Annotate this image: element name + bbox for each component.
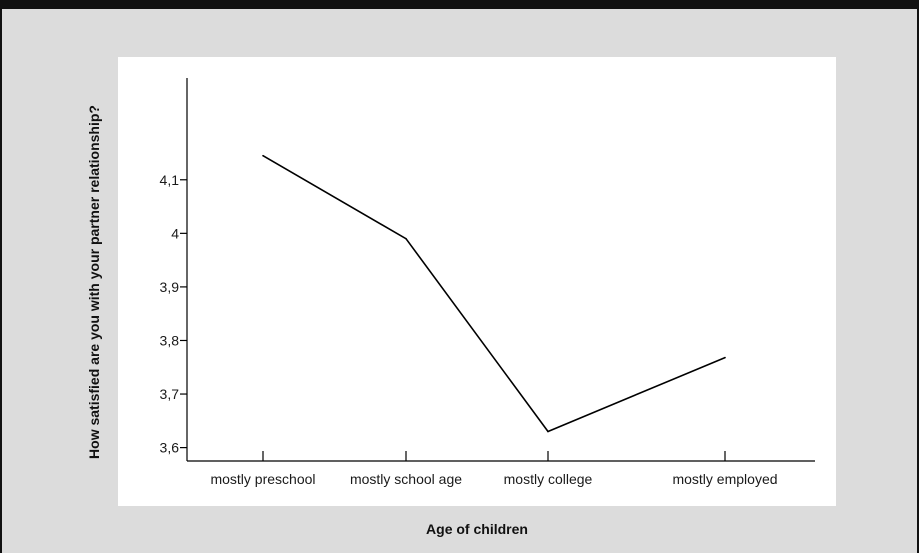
y-tick-label: 4,1 — [160, 172, 180, 188]
y-axis-title: How satisfied are you with your partner … — [86, 105, 102, 459]
x-axis-title: Age of children — [426, 521, 528, 537]
y-tick-label: 3,8 — [160, 332, 180, 348]
x-tick-label: mostly employed — [672, 471, 777, 487]
plot-area — [118, 57, 836, 506]
y-tick-label: 3,6 — [160, 440, 180, 456]
y-tick-label: 3,7 — [160, 386, 180, 402]
x-tick-label: mostly school age — [350, 471, 462, 487]
data-point — [262, 154, 264, 157]
data-point — [547, 430, 549, 433]
data-point — [405, 237, 407, 240]
series-group — [262, 154, 726, 433]
x-ticks: mostly preschool mostly school age mostly … — [210, 451, 778, 487]
x-tick-label: mostly college — [504, 471, 593, 487]
y-tick-label: 3,9 — [160, 279, 180, 295]
y-tick-label: 4 — [171, 225, 179, 241]
series-line — [262, 155, 726, 433]
data-point — [724, 356, 726, 359]
x-tick-label: mostly preschool — [210, 471, 315, 487]
y-ticks: 3,6 3,7 3,8 3,9 4 4,1 — [160, 172, 187, 456]
